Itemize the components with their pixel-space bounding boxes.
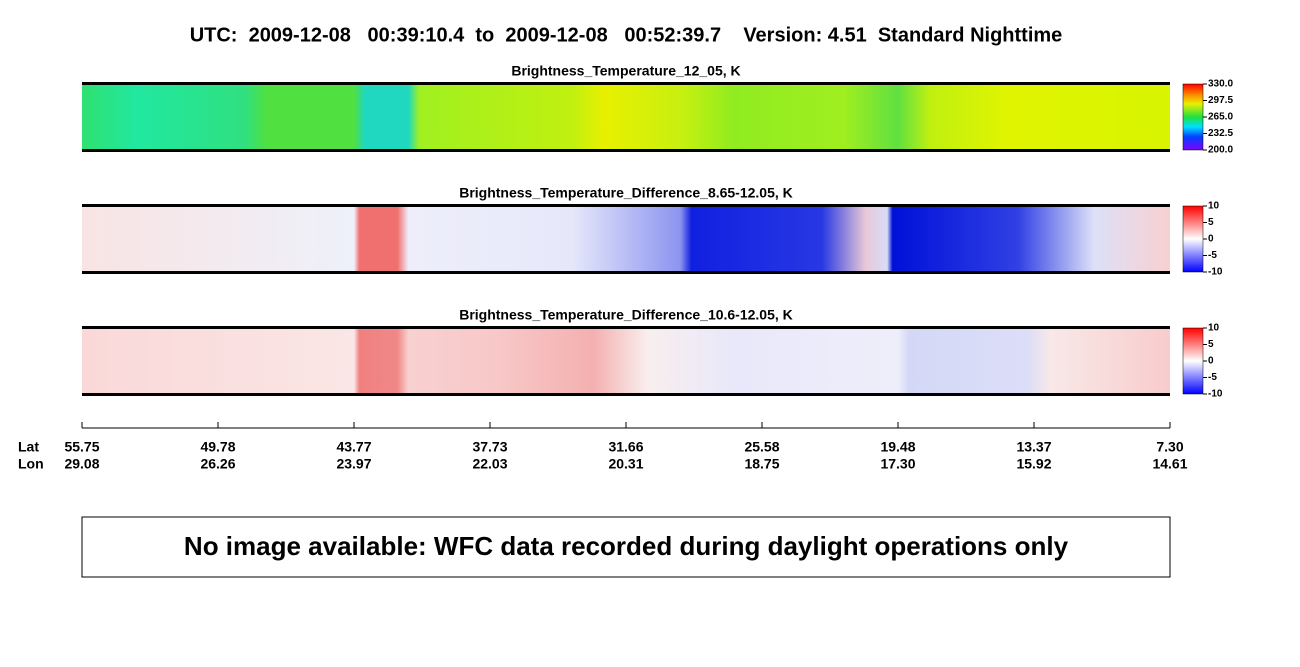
lat-value: 55.75 bbox=[64, 439, 99, 455]
colorbar bbox=[1182, 327, 1204, 395]
lon-value: 29.08 bbox=[64, 456, 99, 472]
page-title: UTC: 2009-12-08 00:39:10.4 to 2009-12-08… bbox=[190, 24, 1063, 46]
colorbar-tick-label: 265.0 bbox=[1208, 112, 1233, 123]
lon-value: 23.97 bbox=[336, 456, 371, 472]
lat-value: 37.73 bbox=[472, 439, 507, 455]
lon-value: 22.03 bbox=[472, 456, 507, 472]
panels: Brightness_Temperature_12_05, K 330.0 297.… bbox=[82, 63, 1233, 400]
colorbar-tick-label: 0 bbox=[1208, 356, 1214, 367]
colorbar-tick-label: 232.5 bbox=[1208, 128, 1233, 139]
lat-value: 43.77 bbox=[336, 439, 371, 455]
colorbar bbox=[1182, 205, 1204, 273]
lon-value: 26.26 bbox=[200, 456, 235, 472]
colorbar-tick-label: -10 bbox=[1208, 389, 1223, 400]
panel-image bbox=[82, 84, 1170, 150]
panel-edge-top bbox=[82, 82, 1170, 85]
panel-image bbox=[82, 328, 1170, 394]
panel-edge-bottom bbox=[82, 149, 1170, 152]
lon-value: 14.61 bbox=[1152, 456, 1187, 472]
lat-value: 19.48 bbox=[880, 439, 915, 455]
panel-edge-bottom bbox=[82, 271, 1170, 274]
panel-title: Brightness_Temperature_Difference_10.6-1… bbox=[459, 307, 793, 323]
message: No image available: WFC data recorded du… bbox=[184, 531, 1069, 561]
lon-value: 20.31 bbox=[608, 456, 643, 472]
colorbar-tick-label: 10 bbox=[1208, 323, 1220, 334]
colorbar-tick-label: 297.5 bbox=[1208, 95, 1233, 106]
lon-value: 15.92 bbox=[1016, 456, 1051, 472]
lat-value: 7.30 bbox=[1156, 439, 1183, 455]
panel-edge-top bbox=[82, 326, 1170, 329]
panel-title: Brightness_Temperature_Difference_8.65-1… bbox=[459, 185, 793, 201]
panel-image bbox=[82, 206, 1170, 272]
colorbar-tick-label: 200.0 bbox=[1208, 145, 1233, 156]
lon-value: 18.75 bbox=[744, 456, 779, 472]
lat-value: 13.37 bbox=[1016, 439, 1051, 455]
colorbar-tick-label: -5 bbox=[1208, 250, 1217, 261]
colorbar-tick-label: -5 bbox=[1208, 372, 1217, 383]
lon-value: 17.30 bbox=[880, 456, 915, 472]
colorbar-tick-label: 5 bbox=[1208, 217, 1214, 228]
colorbar-tick-label: 10 bbox=[1208, 201, 1220, 212]
panel-edge-bottom bbox=[82, 393, 1170, 396]
colorbar-tick-label: -10 bbox=[1208, 267, 1223, 278]
lat-value: 25.58 bbox=[744, 439, 779, 455]
lat-value: 31.66 bbox=[608, 439, 643, 455]
colorbar-tick-label: 5 bbox=[1208, 339, 1214, 350]
message-box bbox=[81, 516, 1171, 578]
panel-edge-top bbox=[82, 204, 1170, 207]
panel-title: Brightness_Temperature_12_05, K bbox=[511, 63, 740, 79]
lat-value: 49.78 bbox=[200, 439, 235, 455]
colorbar bbox=[1182, 83, 1204, 151]
lat-label: Lat bbox=[18, 439, 39, 455]
colorbar-tick-label: 330.0 bbox=[1208, 79, 1233, 90]
lon-label: Lon bbox=[18, 456, 44, 472]
colorbar-tick-label: 0 bbox=[1208, 234, 1214, 245]
